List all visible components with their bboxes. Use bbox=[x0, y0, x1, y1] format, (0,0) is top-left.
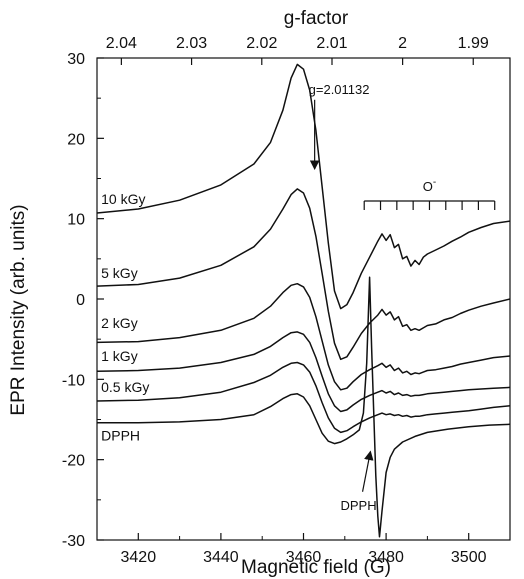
y-tick-label: 0 bbox=[76, 292, 85, 309]
y-tick-label: -10 bbox=[62, 372, 85, 389]
x-tick-label: 3460 bbox=[286, 549, 322, 566]
top-tick-label: 2 bbox=[398, 35, 407, 52]
series-line-10-kgy bbox=[96, 63, 511, 310]
x-tick-label: 3420 bbox=[121, 549, 157, 566]
y-axis-title: EPR Intensity (arb. units) bbox=[8, 204, 29, 415]
y-tick-label: -30 bbox=[62, 533, 85, 550]
series-line-2-kgy bbox=[96, 282, 511, 391]
series-group: 10 kGy 5 kGy 2 kGy 1 kGy 0.5 kGy DPPH bbox=[96, 63, 511, 538]
top-tick-label: 2.04 bbox=[106, 35, 137, 52]
dpph-arrow bbox=[361, 450, 374, 492]
plot-frame bbox=[96, 57, 511, 541]
series-label-0-5-kgy: 0.5 kGy bbox=[101, 379, 149, 395]
y-tick-label: 10 bbox=[67, 212, 85, 229]
top-tick-label: 1.99 bbox=[458, 35, 489, 52]
top-tick-label: 2.02 bbox=[246, 35, 277, 52]
axes: 3420 3440 3460 3480 3500 -30 -20 -10 0 10 20 30 2.04… bbox=[62, 35, 511, 566]
y-tick-label: -20 bbox=[62, 453, 85, 470]
series-line-1-kgy bbox=[96, 331, 511, 413]
top-tick-label: 2.03 bbox=[176, 35, 207, 52]
series-label-2-kgy: 2 kGy bbox=[101, 315, 138, 331]
g-annotation-label: g=2.01132 bbox=[309, 82, 370, 97]
series-line-5-kgy bbox=[96, 188, 511, 361]
y-tick-label: 30 bbox=[67, 51, 85, 68]
annotations: g=2.01132 DPPH O- bbox=[309, 82, 496, 513]
top-tick-label: 2.01 bbox=[316, 35, 347, 52]
x-tick-label: 3500 bbox=[451, 549, 487, 566]
x-tick-label: 3440 bbox=[203, 549, 239, 566]
o-minus-label: O- bbox=[423, 177, 436, 194]
x-axis-title: Magnetic field (G) bbox=[241, 557, 391, 578]
series-label-5-kgy: 5 kGy bbox=[101, 265, 138, 281]
x-tick-label: 3480 bbox=[368, 549, 404, 566]
series-line-dpph bbox=[97, 276, 511, 538]
plot-area bbox=[96, 57, 511, 541]
series-label-1-kgy: 1 kGy bbox=[101, 348, 138, 364]
series-line-0-5-kgy bbox=[96, 361, 511, 434]
o-minus-superscript: - bbox=[433, 177, 436, 188]
series-label-10-kgy: 10 kGy bbox=[101, 191, 145, 207]
y-tick-label: 20 bbox=[67, 131, 85, 148]
series-label-dpph: DPPH bbox=[101, 427, 140, 443]
dpph-annotation-label: DPPH bbox=[340, 498, 376, 513]
x2-axis-title: g-factor bbox=[284, 8, 349, 29]
